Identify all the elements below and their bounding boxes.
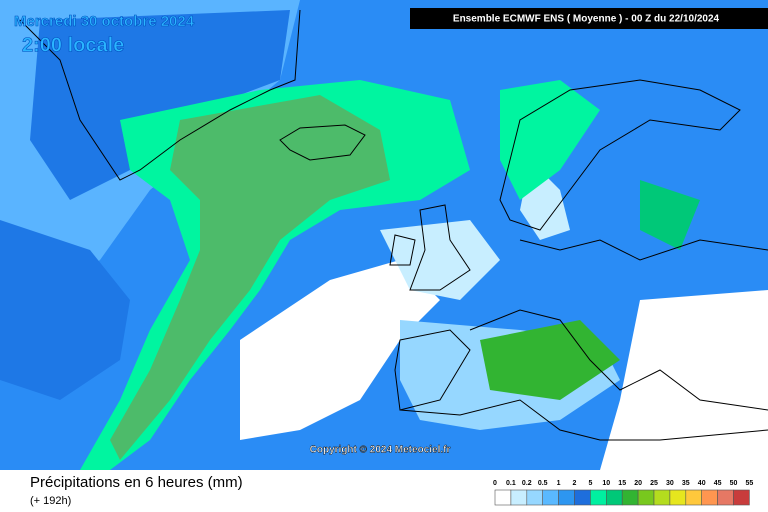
- precip-areas: [0, 0, 768, 470]
- legend-swatch: [733, 489, 750, 506]
- legend-swatch: [542, 489, 559, 506]
- legend-swatch: [637, 489, 655, 506]
- legend-swatch: [621, 489, 639, 506]
- model-info: Ensemble ECMWF ENS ( Moyenne ) - 00 Z du…: [453, 14, 720, 25]
- coastlines: [19, 9, 768, 441]
- legend-label: 20: [634, 480, 642, 487]
- legend-label: 55: [746, 480, 754, 487]
- legend-swatch: [494, 489, 512, 506]
- legend-swatch: [526, 489, 543, 506]
- legend-label: 0: [493, 480, 497, 487]
- legend-swatch: [558, 489, 575, 506]
- forecast-date: Mercredi 30 octobre 2024: [14, 13, 195, 30]
- forecast-time: 2:00 locale: [22, 34, 124, 56]
- legend-label: 25: [650, 480, 658, 487]
- legend-swatch: [717, 489, 734, 506]
- legend-label: 30: [666, 480, 674, 487]
- legend-label: 0.2: [522, 480, 532, 487]
- legend-swatch: [574, 489, 591, 506]
- legend-label: 35: [682, 480, 690, 487]
- legend-swatch: [590, 489, 607, 506]
- legend-label: 50: [730, 480, 738, 487]
- legend-swatch: [510, 489, 528, 506]
- legend-label: 2: [573, 480, 577, 487]
- legend-label: 0.5: [538, 480, 548, 487]
- legend: 0 0.1 0.2 0.5 1 2 5 10 15 20 25 30 35 40 45 50 55: [493, 480, 754, 506]
- model-banner: [410, 8, 768, 29]
- legend-swatch: [653, 489, 671, 506]
- legend-swatch: [605, 489, 623, 506]
- footer-lead: (+ 192h): [30, 495, 71, 507]
- legend-swatch: [685, 489, 702, 506]
- legend-label: 15: [618, 480, 626, 487]
- copyright: Copyright © 2024 Meteociel.fr: [310, 445, 451, 456]
- legend-label: 5: [588, 480, 592, 487]
- legend-label: 40: [698, 480, 706, 487]
- legend-label: 10: [602, 480, 610, 487]
- legend-label: 0.1: [506, 480, 516, 487]
- legend-swatch: [669, 489, 687, 506]
- footer-title: Précipitations en 6 heures (mm): [30, 474, 243, 491]
- legend-swatch: [701, 489, 718, 506]
- legend-label: 45: [714, 480, 722, 487]
- legend-label: 1: [557, 480, 561, 487]
